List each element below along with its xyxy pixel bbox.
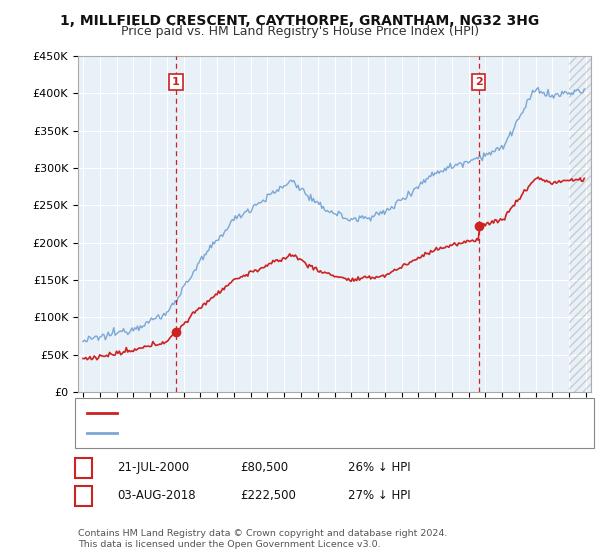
Text: 1: 1 [79,461,88,474]
Text: £222,500: £222,500 [240,489,296,502]
Text: 2: 2 [475,77,482,87]
Bar [569,56,591,392]
Text: 21-JUL-2000: 21-JUL-2000 [117,461,189,474]
Text: 1, MILLFIELD CRESCENT, CAYTHORPE, GRANTHAM, NG32 3HG (detached house): 1, MILLFIELD CRESCENT, CAYTHORPE, GRANTH… [123,408,539,418]
Text: 2: 2 [79,489,88,502]
Text: 27% ↓ HPI: 27% ↓ HPI [348,489,410,502]
Text: Price paid vs. HM Land Registry's House Price Index (HPI): Price paid vs. HM Land Registry's House … [121,25,479,38]
Text: 26% ↓ HPI: 26% ↓ HPI [348,461,410,474]
Text: £80,500: £80,500 [240,461,288,474]
Text: 1, MILLFIELD CRESCENT, CAYTHORPE, GRANTHAM, NG32 3HG: 1, MILLFIELD CRESCENT, CAYTHORPE, GRANTH… [61,14,539,28]
Text: 03-AUG-2018: 03-AUG-2018 [117,489,196,502]
Text: Contains HM Land Registry data © Crown copyright and database right 2024.
This d: Contains HM Land Registry data © Crown c… [78,529,448,549]
Text: HPI: Average price, detached house, South Kesteven: HPI: Average price, detached house, Sout… [123,428,397,438]
Text: 1: 1 [172,77,180,87]
